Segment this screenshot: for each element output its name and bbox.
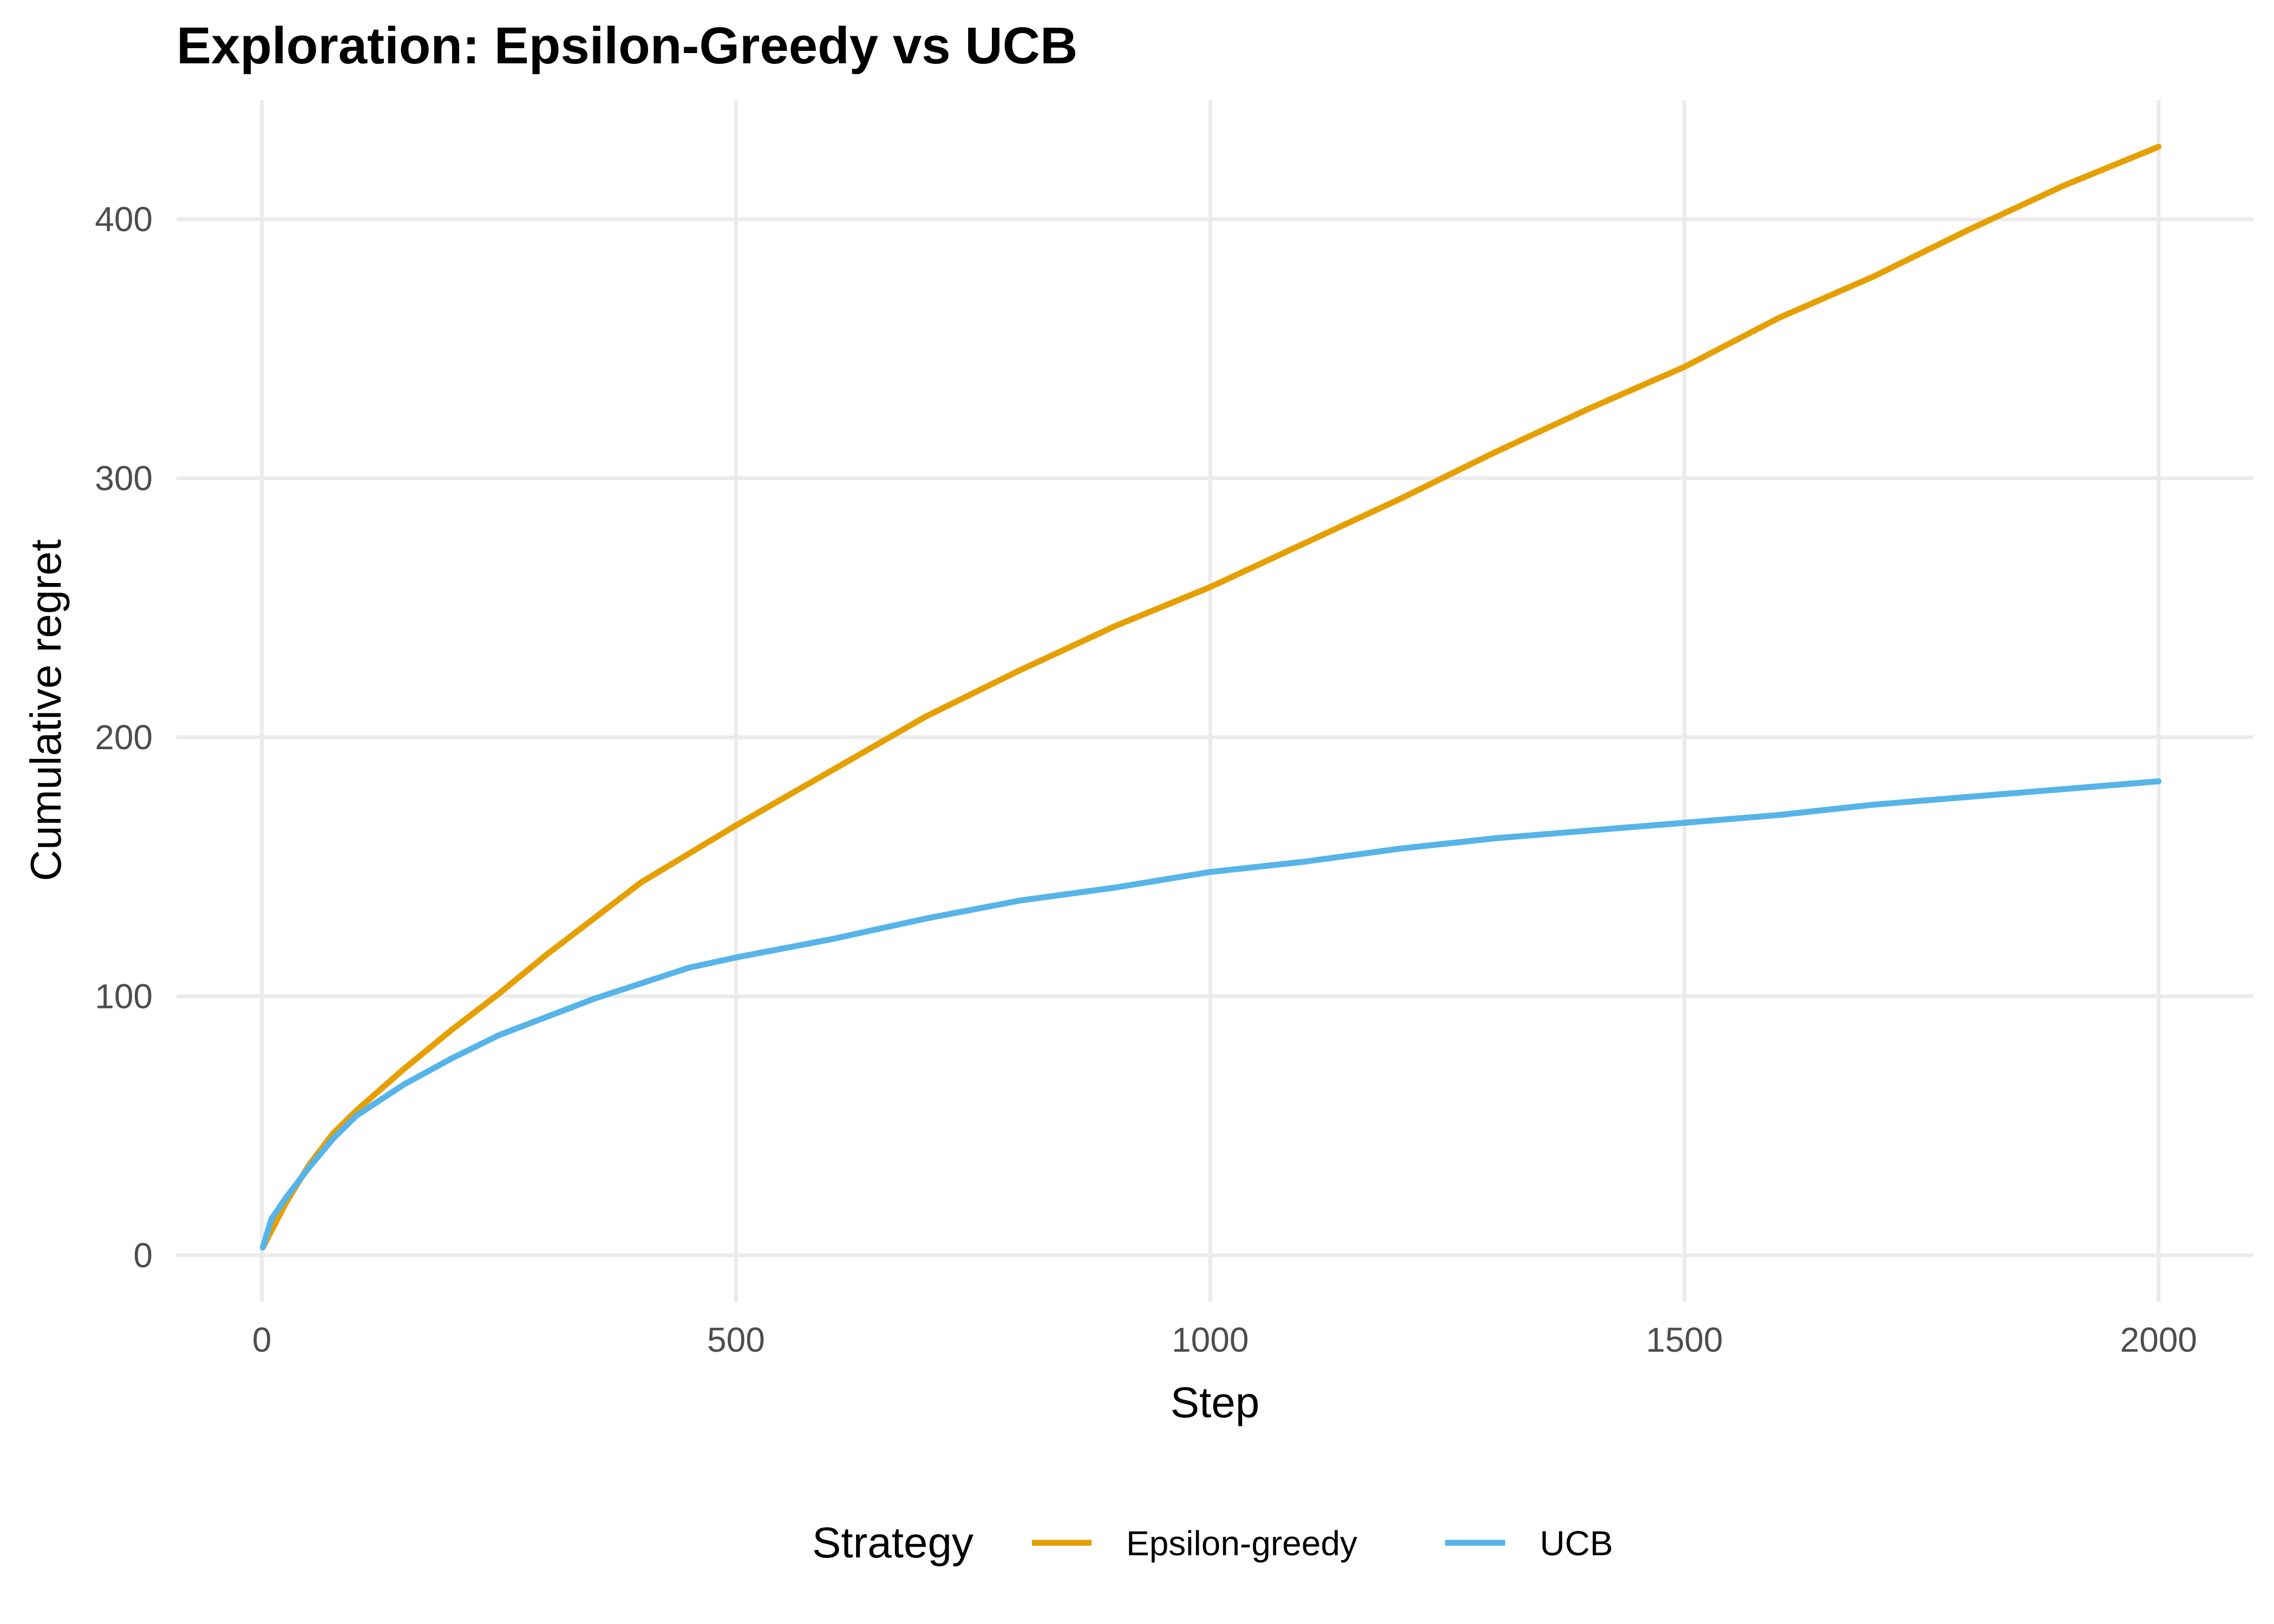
series-line-ucb	[259, 778, 2162, 1250]
x-tick-label: 0	[252, 1320, 272, 1359]
x-tick-label: 1500	[1646, 1320, 1723, 1359]
x-tick-label: 2000	[2120, 1320, 2197, 1359]
x-tick-label: 1000	[1172, 1320, 1249, 1359]
legend-label-ucb: UCB	[1540, 1524, 1613, 1563]
y-tick-label: 200	[95, 718, 153, 757]
x-tick-label: 500	[707, 1320, 765, 1359]
legend: Strategy Epsilon-greedy UCB	[812, 1518, 1613, 1567]
series-lines	[259, 143, 2162, 1250]
x-axis-title: Step	[1171, 1378, 1260, 1426]
chart-title: Exploration: Epsilon-Greedy vs UCB	[177, 17, 1077, 75]
legend-title: Strategy	[812, 1518, 973, 1567]
x-axis-ticks: 0 500 1000 1500 2000	[252, 1320, 2197, 1359]
y-axis-title: Cumulative regret	[22, 539, 70, 881]
y-tick-label: 0	[133, 1236, 153, 1275]
legend-items: Epsilon-greedy UCB	[1032, 1524, 1613, 1563]
grid	[177, 100, 2253, 1302]
y-axis-ticks: 0 100 200 300 400	[95, 200, 153, 1275]
series-line-epsilon-greedy	[259, 143, 2162, 1250]
y-tick-label: 300	[95, 459, 153, 498]
y-tick-label: 100	[95, 977, 153, 1016]
legend-label-epsilon-greedy: Epsilon-greedy	[1126, 1524, 1357, 1563]
y-tick-label: 400	[95, 200, 153, 239]
